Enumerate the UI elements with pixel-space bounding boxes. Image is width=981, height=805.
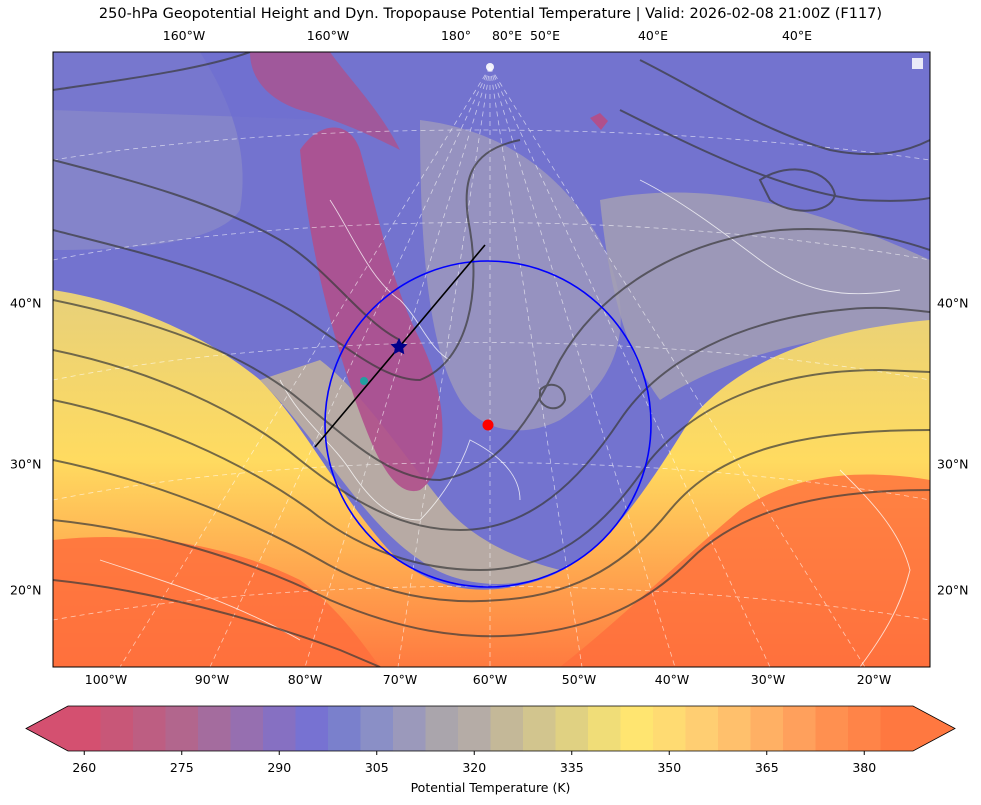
teal-marker (360, 377, 368, 385)
colorbar-segment (880, 706, 914, 751)
colorbar-tick-label: 380 (852, 760, 877, 775)
bottom-lon-label: 70°W (382, 672, 418, 687)
map-frame (52, 51, 931, 668)
colorbar-segment (653, 706, 686, 751)
colorbar-tick-label: 290 (267, 760, 292, 775)
bottom-lon-label: 60°W (472, 672, 508, 687)
colorbar-segment (848, 706, 881, 751)
left-lat-label: 30°N (10, 456, 42, 472)
colorbar-segment (263, 706, 296, 751)
top-lon-label: 50°E (529, 28, 561, 43)
top-lon-label: 40°E (781, 28, 813, 43)
colorbar-title: Potential Temperature (K) (410, 780, 571, 795)
colorbar-tick-label: 305 (364, 760, 389, 775)
colorbar-segment (230, 706, 264, 751)
colorbar-segment (523, 706, 556, 751)
colorbar-extend-min (26, 706, 68, 751)
bottom-lon-label: 80°W (287, 672, 323, 687)
colorbar-tick-label: 320 (462, 760, 487, 775)
colorbar-segment (100, 706, 134, 751)
colorbar-extend-max (913, 706, 955, 751)
colorbar-segment (588, 706, 621, 751)
top-lon-label: 80°E (491, 28, 523, 43)
colorbar-segment (295, 706, 329, 751)
colorbar-segment (783, 706, 816, 751)
top-lon-label: 160°W (162, 28, 206, 43)
colorbar-segment (685, 706, 719, 751)
colorbar-segment (165, 706, 199, 751)
bottom-lon-label: 90°W (194, 672, 230, 687)
colorbar-tick-label: 335 (559, 760, 584, 775)
colorbar-segment (393, 706, 426, 751)
bottom-lon-label: 40°W (654, 672, 690, 687)
colorbar-segment (68, 706, 101, 751)
map-title: 250-hPa Geopotential Height and Dyn. Tro… (98, 6, 883, 22)
colorbar-segment (555, 706, 589, 751)
top-lon-label: 160°W (306, 28, 350, 43)
colorbar-segment (133, 706, 166, 751)
bottom-lon-label: 100°W (84, 672, 128, 687)
colorbar-segment (620, 706, 654, 751)
colorbar-segment (328, 706, 361, 751)
bottom-lon-label: 30°W (750, 672, 786, 687)
right-lat-label: 40°N (937, 295, 969, 311)
colorbar-segment (458, 706, 491, 751)
right-lat-label: 20°N (937, 582, 969, 598)
colorbar-segment (718, 706, 751, 751)
bottom-lon-label: 50°W (561, 672, 597, 687)
colorbar-tick-label: 275 (169, 760, 194, 775)
colorbar-tick-label: 260 (72, 760, 97, 775)
colorbar-segment (490, 706, 524, 751)
colorbar-segment (815, 706, 849, 751)
top-lon-label: 180° (440, 28, 472, 43)
bottom-lon-label: 20°W (856, 672, 892, 687)
center-marker (482, 419, 494, 431)
height-contours (53, 52, 930, 667)
colorbar-tick-label: 365 (754, 760, 779, 775)
colorbar-segment (425, 706, 459, 751)
legend-box (912, 58, 923, 69)
analysis-circle (324, 260, 652, 588)
map-field (53, 52, 930, 667)
colorbar-segment (750, 706, 784, 751)
right-lat-label: 30°N (937, 456, 969, 472)
colorbar-segment (198, 706, 231, 751)
top-lon-label: 40°E (637, 28, 669, 43)
colorbar (25, 705, 956, 755)
colorbar-outline (25, 705, 956, 752)
colorbar-tick-label: 350 (657, 760, 682, 775)
left-lat-label: 40°N (10, 295, 42, 311)
colorbar-segment (360, 706, 394, 751)
star-marker (390, 338, 408, 355)
pole-marker (486, 63, 494, 71)
left-lat-label: 20°N (10, 582, 42, 598)
